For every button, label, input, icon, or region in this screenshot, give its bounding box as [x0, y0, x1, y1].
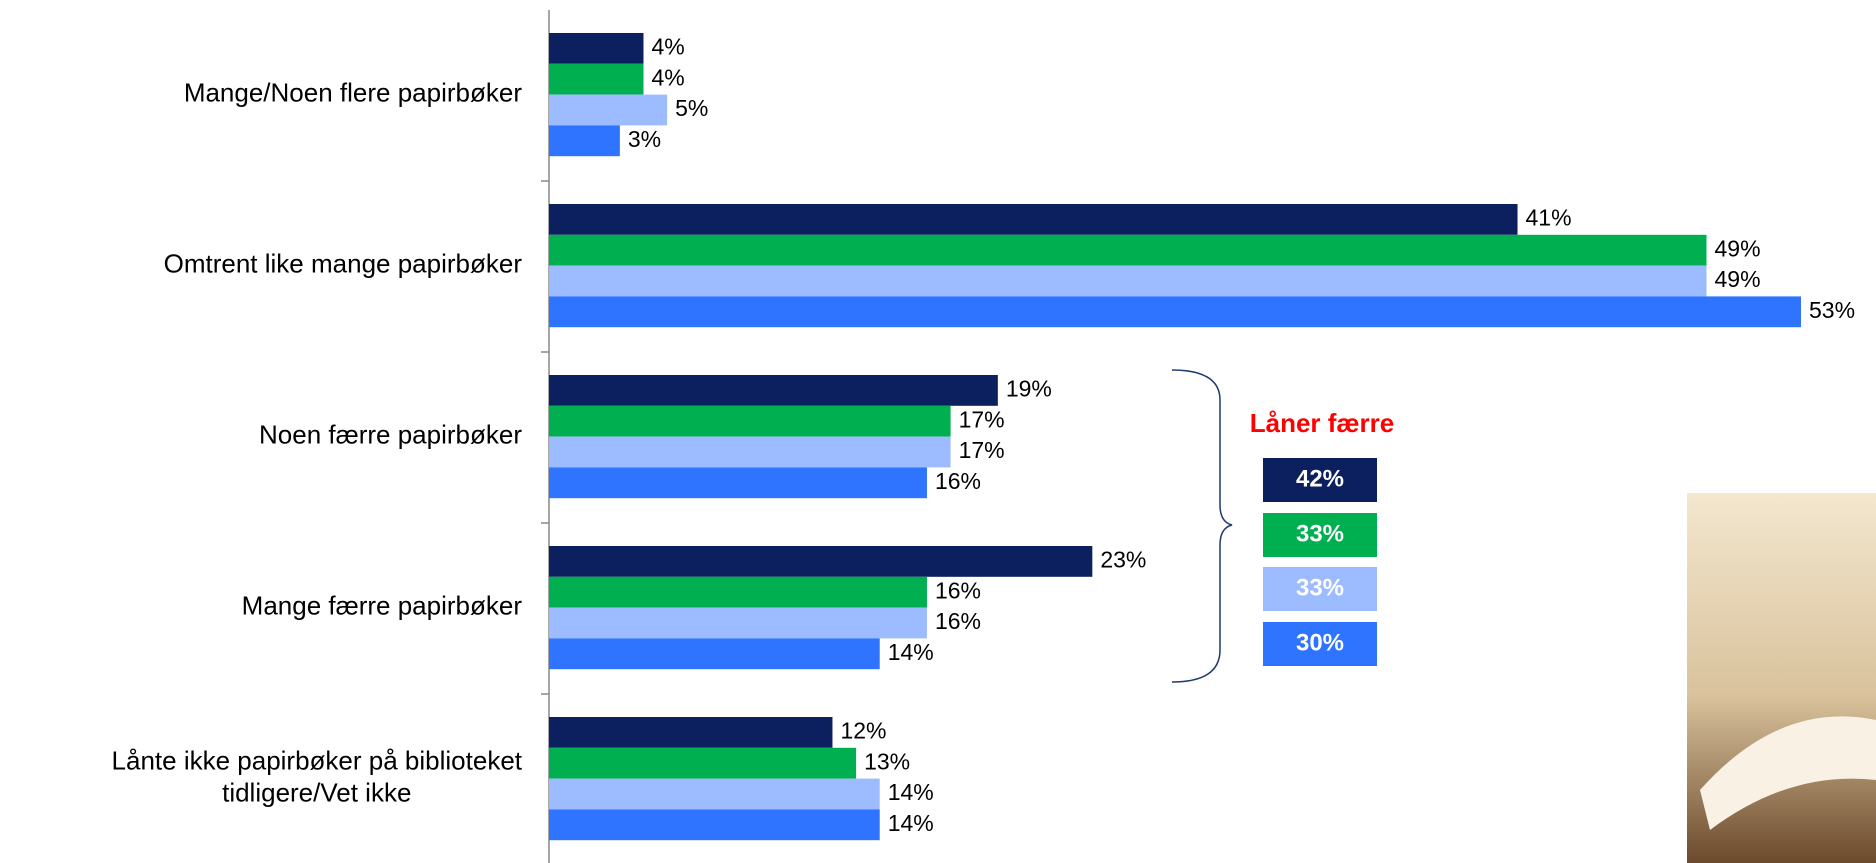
value-label: 17%	[959, 406, 1005, 432]
summary-box	[1263, 622, 1377, 666]
value-label: 5%	[675, 95, 708, 121]
summary-box	[1263, 458, 1377, 502]
value-label: 19%	[1006, 375, 1052, 401]
value-label: 4%	[651, 64, 684, 90]
bar	[549, 33, 644, 64]
summary-label: 33%	[1296, 574, 1344, 601]
brace	[1171, 369, 1233, 683]
summary-label: 33%	[1296, 520, 1344, 547]
bar	[549, 467, 927, 499]
value-label: 23%	[1100, 546, 1146, 572]
value-label: 41%	[1526, 204, 1572, 230]
category-label: Mange færre papirbøker	[242, 590, 523, 620]
summary-label: 30%	[1296, 629, 1344, 656]
value-label: 14%	[888, 639, 934, 665]
category-label: Lånte ikke papirbøker på biblioteket tidl…	[112, 745, 523, 807]
value-label: 17%	[959, 437, 1005, 463]
value-label: 14%	[888, 779, 934, 805]
bar	[549, 296, 1801, 328]
bar	[549, 809, 880, 841]
annotation-title: Låner færre	[1250, 408, 1395, 438]
bar	[549, 405, 951, 437]
bar	[549, 63, 644, 95]
bar	[549, 436, 951, 468]
value-label: 16%	[935, 468, 981, 494]
category-label: Mange/Noen flere papirbøker	[184, 77, 523, 107]
bar	[549, 638, 880, 670]
bar	[549, 717, 833, 748]
bar	[549, 265, 1707, 297]
value-label: 49%	[1715, 266, 1761, 292]
bar	[549, 546, 1093, 577]
book-pages	[1700, 716, 1876, 830]
value-label: 16%	[935, 577, 981, 603]
value-label: 13%	[864, 748, 910, 774]
bar	[549, 576, 927, 608]
bar	[549, 375, 998, 406]
value-label: 53%	[1809, 297, 1855, 323]
bar	[549, 747, 857, 779]
summary-box	[1263, 513, 1377, 557]
bar	[549, 607, 927, 639]
summary-label: 42%	[1296, 465, 1344, 492]
bar	[549, 778, 880, 810]
category-label: Noen færre papirbøker	[259, 419, 522, 449]
value-label: 3%	[628, 126, 661, 152]
category-label: Omtrent like mange papirbøker	[164, 248, 523, 278]
bar	[549, 94, 668, 126]
value-label: 14%	[888, 810, 934, 836]
summary-box	[1263, 567, 1377, 611]
bar	[549, 125, 620, 157]
value-label: 16%	[935, 608, 981, 634]
value-label: 12%	[840, 717, 886, 743]
bar	[549, 204, 1518, 235]
bar	[549, 234, 1707, 266]
value-label: 4%	[651, 33, 684, 59]
value-label: 49%	[1715, 235, 1761, 261]
